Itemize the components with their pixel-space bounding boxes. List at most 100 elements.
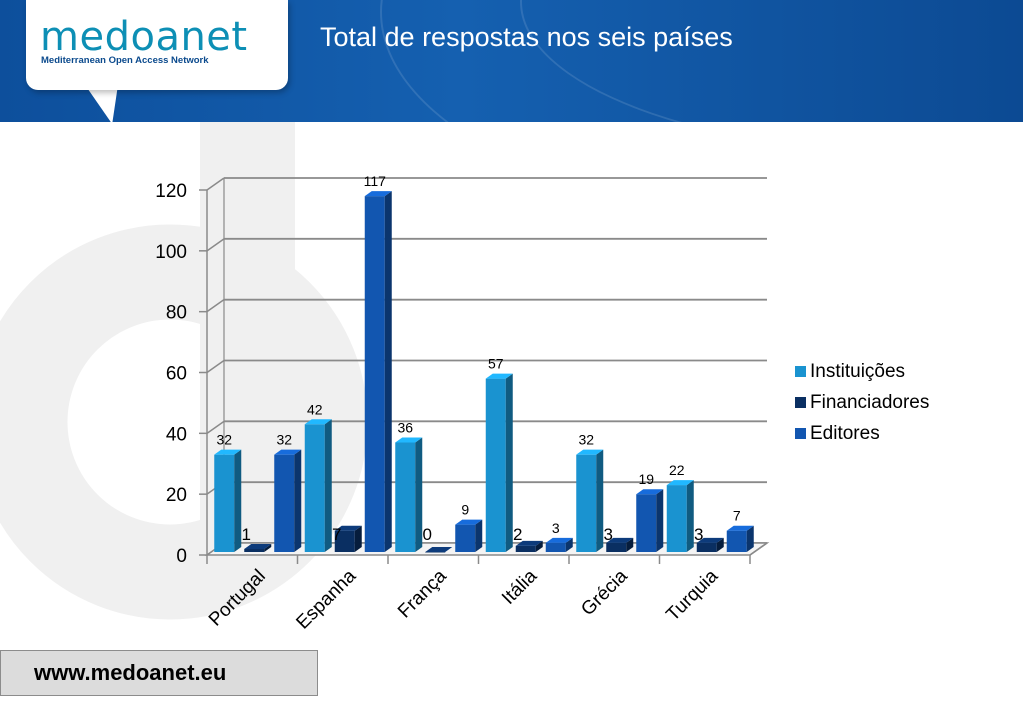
bar-top: [606, 537, 634, 543]
bar-side: [264, 543, 272, 552]
bar-side: [294, 449, 302, 552]
bar: [515, 545, 536, 552]
data-label: 1: [242, 525, 251, 544]
legend-swatch: [795, 366, 806, 377]
bar-top: [334, 525, 362, 531]
data-label: 3: [552, 520, 560, 536]
bar-side: [234, 449, 242, 552]
bar-top: [395, 437, 423, 443]
legend-entry: Instituições: [810, 361, 905, 382]
bar-side: [324, 419, 332, 552]
data-label: 36: [397, 420, 413, 436]
bar-side: [686, 480, 694, 552]
bar-top: [364, 191, 392, 197]
bar-top: [576, 449, 604, 455]
grid-diagonal: [206, 299, 225, 313]
y-tick-label: 0: [176, 546, 187, 567]
data-label: 7: [332, 525, 341, 544]
data-label: 32: [578, 432, 594, 448]
y-tick-label: 80: [166, 303, 187, 324]
x-tick-label: Espanha: [292, 565, 360, 633]
x-tick-label: Grécia: [577, 565, 632, 620]
bar-side: [384, 191, 392, 552]
y-tick-label: 60: [166, 364, 187, 385]
bar: [304, 424, 325, 552]
x-tick-label: Itália: [498, 565, 542, 609]
bar-side: [505, 373, 513, 552]
bar-side: [716, 537, 724, 552]
bar-top: [666, 480, 694, 486]
data-label: 117: [364, 173, 387, 189]
bar-side: [354, 525, 362, 552]
logo[interactable]: [26, 0, 288, 90]
page-title: Total de respostas nos seis países: [320, 22, 733, 52]
bar: [334, 530, 355, 552]
bar-top: [515, 540, 543, 546]
bar-top: [455, 519, 483, 525]
bar: [214, 454, 235, 552]
legend-entry: Editores: [810, 423, 880, 444]
bar-side: [746, 525, 754, 552]
grid-diagonal: [206, 359, 225, 374]
grid-diagonal: [206, 177, 225, 191]
logo-subtitle: Mediterranean Open Access Network: [41, 55, 209, 66]
data-label: 2: [513, 525, 522, 544]
y-tick-label: 40: [166, 424, 187, 445]
data-label: 7: [733, 508, 741, 524]
bar: [576, 454, 597, 552]
legend-swatch: [795, 397, 806, 408]
legend-entry: Financiadores: [810, 392, 929, 413]
bar-side: [656, 489, 664, 552]
bar: [364, 196, 385, 552]
data-label: 19: [638, 471, 654, 487]
data-label: 57: [488, 356, 504, 372]
bar-top: [244, 543, 272, 549]
grid-diagonal: [206, 420, 225, 434]
bar: [696, 542, 717, 552]
bar-side: [415, 437, 423, 552]
bar: [274, 454, 295, 552]
data-label: 22: [669, 462, 685, 478]
bar-side: [475, 519, 483, 552]
data-label: 42: [307, 401, 323, 417]
data-label: 32: [216, 432, 232, 448]
logo-text: medoanet: [40, 14, 248, 60]
bar: [606, 542, 627, 552]
bar-top: [726, 525, 754, 531]
data-label: 9: [461, 502, 469, 518]
data-label: 32: [276, 432, 292, 448]
bar: [425, 552, 446, 553]
y-tick-label: 120: [155, 181, 187, 202]
bar-top: [696, 537, 724, 543]
bar: [395, 442, 416, 552]
data-label: 3: [694, 525, 703, 544]
bar: [485, 378, 506, 552]
bar-top: [636, 489, 664, 495]
bar: [636, 494, 657, 552]
bar-top: [214, 449, 242, 455]
bar: [726, 530, 747, 552]
bar-top: [485, 373, 513, 379]
bar-side: [535, 540, 543, 552]
bar-side: [565, 537, 573, 552]
bar-top: [274, 449, 302, 455]
data-label: 3: [604, 525, 613, 544]
bar-top: [545, 537, 573, 543]
bar-side: [596, 449, 604, 552]
footer-url[interactable]: www.medoanet.eu: [34, 660, 227, 685]
grid-diagonal: [206, 238, 225, 252]
x-tick-label: Turquia: [662, 565, 722, 625]
bar-top: [304, 419, 332, 425]
legend-swatch: [795, 428, 806, 439]
footer-url-box: [0, 650, 318, 696]
bar: [244, 548, 265, 552]
x-tick-label: Portugal: [205, 566, 270, 631]
y-tick-label: 20: [166, 485, 187, 506]
y-tick-label: 100: [155, 242, 187, 263]
bar-side: [626, 537, 634, 552]
bar: [545, 542, 566, 552]
bar: [455, 524, 476, 552]
x-tick-label: França: [394, 565, 451, 622]
data-label: 0: [423, 525, 432, 544]
